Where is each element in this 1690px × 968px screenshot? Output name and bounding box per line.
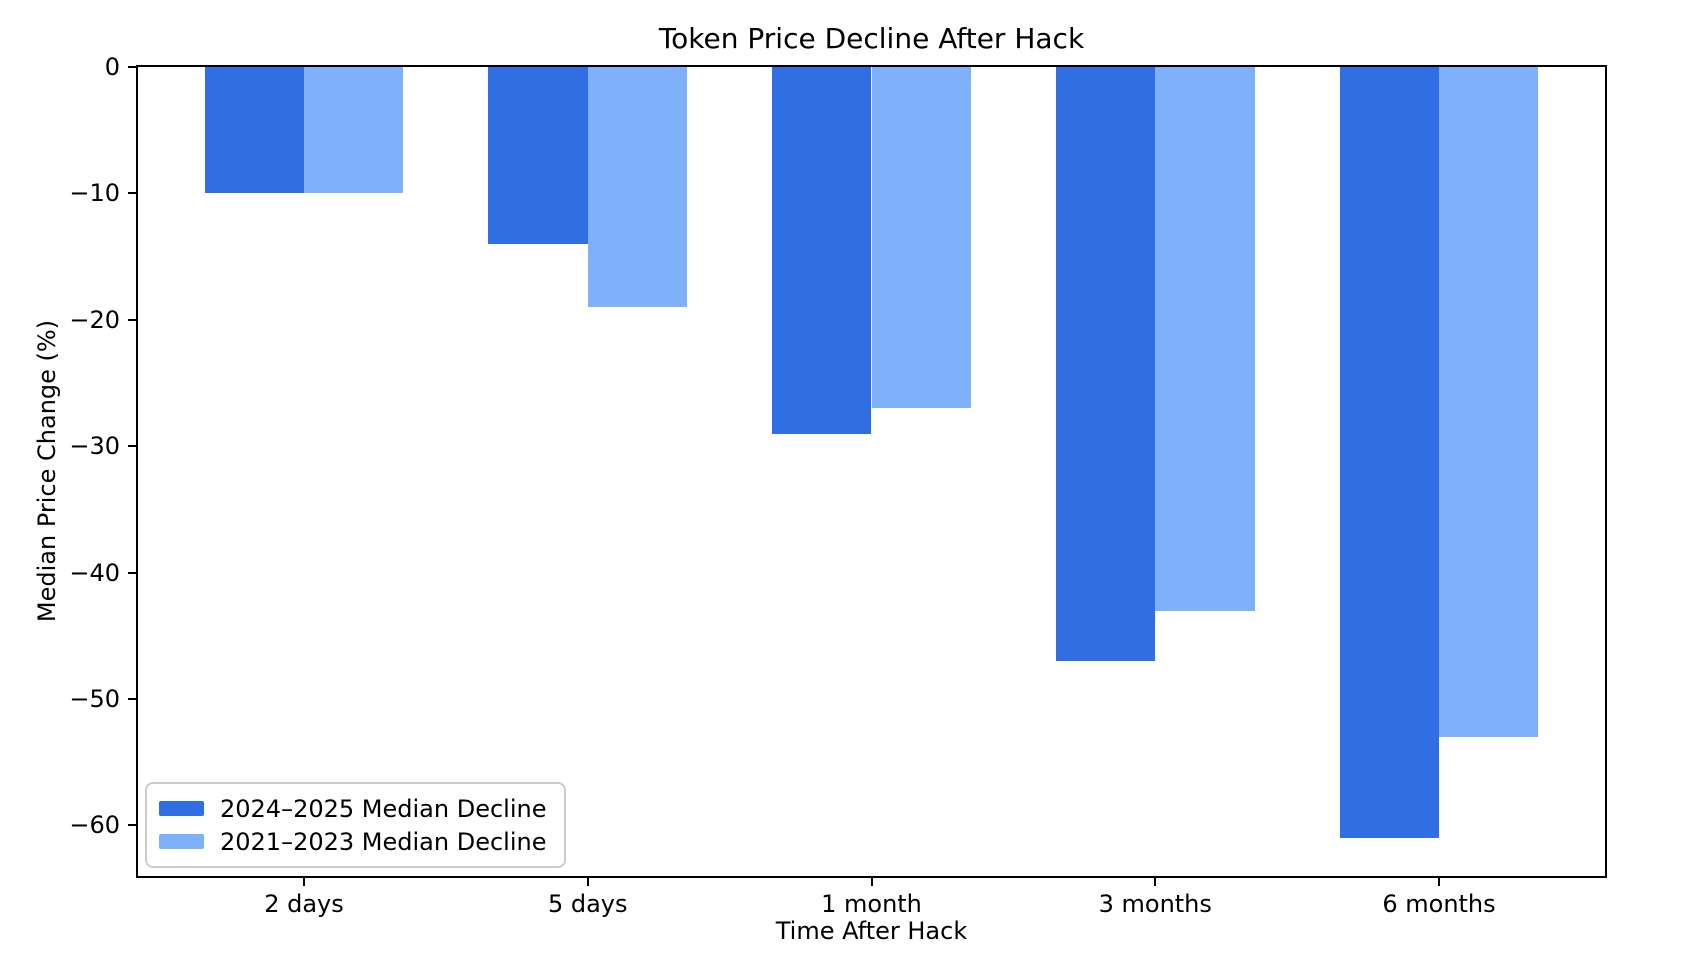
legend-label: 2021–2023 Median Decline bbox=[220, 827, 547, 856]
x-tick-mark bbox=[302, 878, 305, 886]
bar-2021-2023-median-decline-5-days bbox=[587, 67, 688, 308]
x-axis-label: Time After Hack bbox=[775, 917, 968, 945]
bar-2021-2023-median-decline-2-days bbox=[303, 67, 404, 194]
plot-area: 2024–2025 Median Decline 2021–2023 Median… bbox=[69, 53, 1607, 918]
x-tick-label-6-months: 6 months bbox=[1382, 890, 1496, 918]
x-tick-mark bbox=[1154, 878, 1157, 886]
y-tick-mark bbox=[128, 192, 136, 195]
x-tick-label-3-months: 3 months bbox=[1098, 890, 1212, 918]
y-tick-label: −50 bbox=[69, 685, 120, 714]
chart-title: Token Price Decline After Hack bbox=[658, 22, 1085, 55]
y-tick-label: −10 bbox=[69, 179, 120, 208]
y-tick-mark bbox=[128, 445, 136, 448]
legend-swatch-icon bbox=[159, 801, 204, 816]
bar-2024-2025-median-decline-2-days bbox=[204, 67, 304, 194]
x-tick-mark bbox=[1438, 878, 1440, 886]
y-tick-mark bbox=[128, 318, 136, 321]
y-tick-mark bbox=[128, 66, 136, 68]
y-axis-label: Median Price Change (%) bbox=[33, 319, 61, 623]
x-tick-label-2-days: 2 days bbox=[264, 890, 344, 918]
x-tick-mark bbox=[870, 878, 873, 886]
y-tick-label: 0 bbox=[104, 53, 120, 81]
x-tick-label-5-days: 5 days bbox=[547, 890, 628, 918]
bar-2024-2025-median-decline-6-months bbox=[1339, 67, 1439, 839]
bar-2024-2025-median-decline-3-months bbox=[1055, 67, 1156, 662]
legend-entry-2024-2025-median-decline: 2024–2025 Median Decline bbox=[159, 792, 546, 825]
legend: 2024–2025 Median Decline 2021–2023 Median… bbox=[145, 782, 567, 868]
y-tick-mark bbox=[128, 571, 136, 574]
legend-label: 2024–2025 Median Decline bbox=[220, 794, 547, 823]
legend-entry-2021-2023-median-decline: 2021–2023 Median Decline bbox=[159, 825, 546, 858]
bar-2021-2023-median-decline-3-months bbox=[1155, 67, 1255, 611]
x-tick-label-1-month: 1 month bbox=[821, 890, 922, 918]
y-tick-label: −60 bbox=[69, 811, 120, 840]
bar-2021-2023-median-decline-1-month bbox=[871, 67, 971, 409]
y-tick-label: −20 bbox=[69, 305, 120, 334]
y-tick-label: −30 bbox=[69, 432, 120, 461]
bar-2021-2023-median-decline-6-months bbox=[1439, 67, 1539, 737]
legend-swatch-icon bbox=[159, 834, 204, 849]
x-tick-mark bbox=[586, 878, 589, 886]
y-tick-mark bbox=[128, 698, 136, 701]
bar-2024-2025-median-decline-1-month bbox=[772, 67, 872, 434]
y-tick-mark bbox=[128, 824, 136, 827]
y-tick-label: −40 bbox=[69, 558, 120, 587]
bar-2024-2025-median-decline-5-days bbox=[488, 67, 588, 244]
